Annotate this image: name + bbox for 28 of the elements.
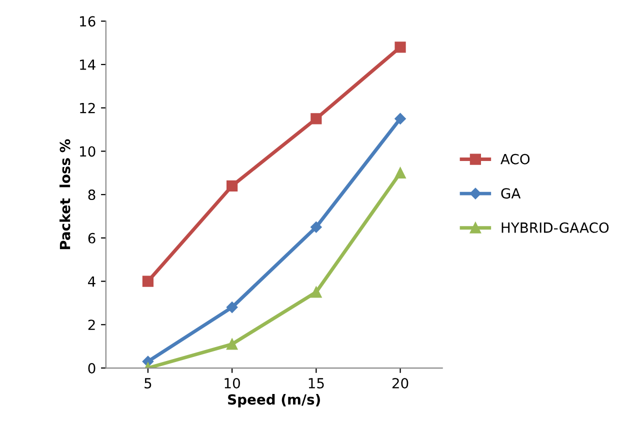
legend-label: ACO xyxy=(500,154,530,164)
y-tick-label: 10 xyxy=(80,146,96,157)
x-tick-label: 20 xyxy=(392,378,408,388)
y-axis-title: Packet loss % xyxy=(60,139,70,250)
x-tick-label: 10 xyxy=(224,378,240,388)
y-tick-label: 2 xyxy=(88,320,95,330)
y-tick-label: 4 xyxy=(88,276,96,287)
x-axis-title: Speed (m/s) xyxy=(228,394,320,408)
y-tick-label: 8 xyxy=(88,190,96,200)
x-tick-label: 5 xyxy=(144,378,152,388)
point xyxy=(310,221,322,233)
point xyxy=(310,113,322,124)
y-tick-label: 16 xyxy=(80,16,96,27)
point xyxy=(394,42,406,53)
legend-label: HYBRID-GAACO xyxy=(502,222,609,233)
point xyxy=(226,180,238,192)
y-tick-label: 0 xyxy=(88,362,96,374)
y-tick-label: 12 xyxy=(80,102,95,114)
point xyxy=(142,276,154,287)
y-tick-label: 14 xyxy=(80,60,96,70)
point xyxy=(310,286,322,298)
y-tick-label: 6 xyxy=(88,232,96,244)
legend-label: GA xyxy=(501,188,521,199)
point xyxy=(226,338,238,350)
point xyxy=(394,113,406,124)
point xyxy=(394,167,406,178)
x-tick-label: 15 xyxy=(308,378,324,388)
point xyxy=(226,302,238,313)
